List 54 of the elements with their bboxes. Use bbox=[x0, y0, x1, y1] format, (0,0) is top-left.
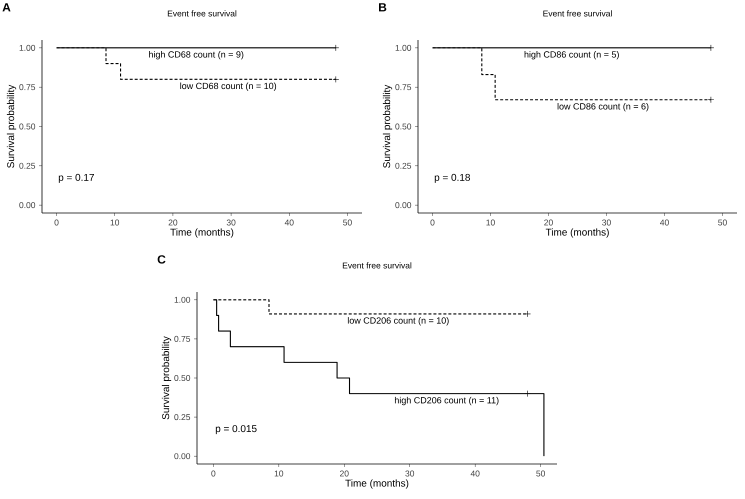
y-tick-label: 0.25 bbox=[174, 414, 190, 420]
y-tick-label: 0.00 bbox=[19, 202, 36, 208]
x-tick-label: 40 bbox=[470, 470, 480, 477]
x-axis-title: Time (months) bbox=[170, 228, 234, 238]
x-tick-label: 30 bbox=[602, 220, 611, 226]
y-tick-label: 0.75 bbox=[19, 84, 36, 90]
annotation: p = 0.17 bbox=[58, 174, 94, 183]
x-tick-label: 40 bbox=[284, 220, 294, 226]
text: C bbox=[158, 255, 166, 264]
x-tick-label: 10 bbox=[110, 220, 120, 226]
y-tick-label: 0.50 bbox=[19, 124, 36, 130]
y-tick-label: 0.50 bbox=[174, 375, 190, 381]
chart-title: Event free survival bbox=[543, 10, 612, 16]
x-axis-title: Time (months) bbox=[546, 228, 609, 238]
series-label: high CD206 count (n = 11) bbox=[394, 396, 499, 406]
y-tick-label: 0.75 bbox=[174, 336, 190, 342]
x-tick-label: 0 bbox=[54, 220, 59, 226]
text: A bbox=[2, 3, 11, 12]
y-tick-label: 0.25 bbox=[395, 162, 412, 169]
y-tick-label: 1.00 bbox=[396, 44, 412, 51]
y-axis-title: Survival probability bbox=[6, 84, 16, 168]
x-tick-label: 10 bbox=[486, 220, 495, 226]
series-label: high CD86 count (n = 5) bbox=[524, 51, 619, 60]
x-tick-label: 40 bbox=[660, 220, 669, 226]
x-tick-label: 30 bbox=[405, 470, 414, 477]
x-tick-label: 20 bbox=[544, 220, 553, 226]
x-tick-label: 0 bbox=[430, 220, 435, 226]
x-tick-label: 30 bbox=[226, 220, 236, 226]
y-tick-label: 1.00 bbox=[20, 44, 36, 51]
chart-title: Event free survival bbox=[342, 262, 412, 268]
chart-title: Event free survival bbox=[168, 10, 236, 16]
x-tick-label: 0 bbox=[211, 470, 216, 477]
series-label: low CD206 count (n = 10) bbox=[348, 317, 449, 326]
y-axis-title: Survival probability bbox=[162, 336, 172, 420]
x-tick-label: 20 bbox=[340, 470, 349, 477]
y-tick-label: 0.00 bbox=[395, 202, 412, 208]
y-tick-label: 0.75 bbox=[395, 84, 412, 90]
y-tick-label: 1.00 bbox=[174, 296, 190, 303]
series-label: low CD86 count (n = 6) bbox=[558, 102, 648, 112]
y-tick-label: 0.50 bbox=[395, 124, 412, 130]
y-axis-title: Survival probability bbox=[382, 84, 392, 168]
annotation: p = 0.18 bbox=[434, 174, 470, 183]
x-axis-title: Time (months) bbox=[345, 479, 408, 489]
x-tick-label: 50 bbox=[536, 470, 546, 477]
x-tick-label: 50 bbox=[343, 220, 352, 226]
y-tick-label: 0.00 bbox=[174, 453, 190, 460]
annotation: p = 0.015 bbox=[216, 425, 257, 434]
x-tick-label: 20 bbox=[168, 220, 178, 226]
x-tick-label: 50 bbox=[718, 220, 727, 226]
y-tick-label: 0.25 bbox=[19, 162, 36, 169]
series-label: low CD68 count (n = 10) bbox=[180, 82, 276, 91]
series-label: high CD68 count (n = 9) bbox=[149, 51, 244, 60]
x-tick-label: 10 bbox=[274, 470, 284, 477]
text: B bbox=[379, 3, 386, 12]
